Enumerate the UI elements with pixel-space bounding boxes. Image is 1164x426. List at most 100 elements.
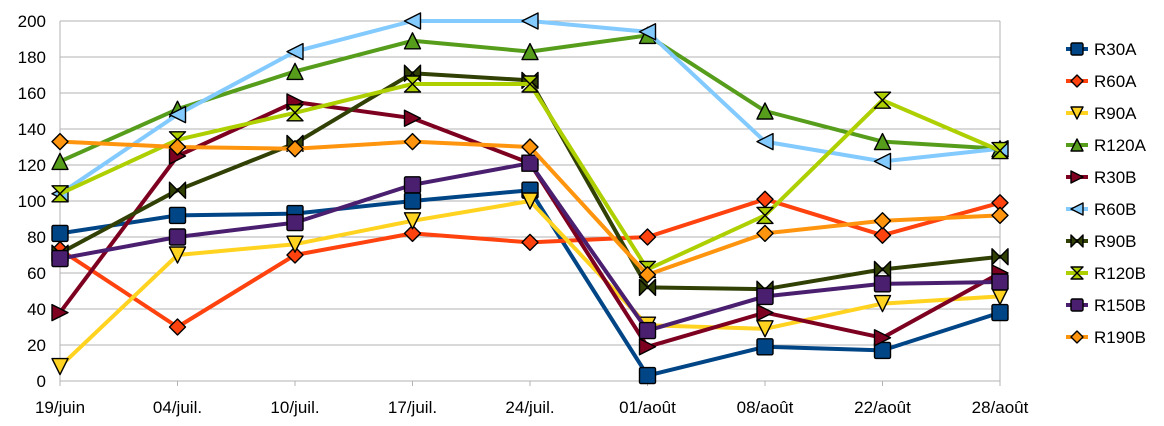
data-point: [168, 246, 187, 264]
data-point: [638, 266, 657, 284]
legend-label: R120B: [1094, 264, 1146, 283]
data-point: [286, 140, 304, 158]
data-point: [638, 228, 657, 246]
data-point: [756, 102, 774, 120]
data-point: [286, 42, 304, 61]
data-point: [403, 212, 422, 230]
data-point: [756, 190, 774, 208]
y-tick-label: 100: [18, 192, 46, 211]
data-point: [403, 109, 422, 127]
data-point: [756, 338, 774, 356]
data-point: [991, 273, 1009, 291]
data-point: [991, 303, 1009, 322]
data-point: [286, 246, 304, 264]
legend-label: R30B: [1094, 168, 1137, 187]
data-point: [521, 12, 539, 30]
x-tick-label: 04/juil.: [153, 398, 202, 417]
x-tick-label: 10/juil.: [270, 398, 319, 417]
legend-label: R30A: [1094, 40, 1137, 59]
data-point: [873, 226, 892, 244]
data-point: [638, 23, 657, 41]
data-point: [756, 224, 774, 243]
data-point: [873, 275, 892, 293]
x-tick-label: 19/juin: [35, 398, 85, 417]
data-point: [638, 366, 657, 385]
data-point: [403, 12, 422, 30]
data-point: [286, 213, 304, 232]
data-point: [51, 185, 69, 203]
legend-item-r150b: R150B: [1066, 296, 1146, 315]
series-r30a: [51, 181, 1009, 385]
data-point: [873, 212, 892, 230]
data-point: [638, 321, 657, 340]
legend-marker: [1070, 330, 1084, 344]
data-point: [403, 224, 422, 243]
legend-marker: [1070, 42, 1084, 56]
y-tick-label: 20: [27, 336, 46, 355]
data-point: [403, 192, 422, 210]
legend-marker: [1070, 106, 1084, 120]
data-point: [521, 192, 539, 210]
legend-marker: [1070, 202, 1084, 216]
data-point: [168, 181, 187, 199]
data-point: [756, 287, 774, 306]
legend-item-r90b: R90B: [1066, 232, 1137, 251]
data-point: [286, 104, 304, 122]
data-point: [51, 303, 69, 322]
legend-label: R190B: [1094, 328, 1146, 347]
x-tick-label: 28/août: [972, 398, 1029, 417]
data-point: [286, 235, 304, 253]
y-tick-label: 180: [18, 48, 46, 67]
data-point: [638, 278, 657, 297]
data-point: [521, 42, 539, 61]
series-r60a: [51, 190, 1009, 336]
x-tick-label: 22/août: [854, 398, 911, 417]
data-point: [521, 75, 539, 93]
data-point: [51, 224, 69, 243]
data-point: [403, 75, 422, 93]
data-point: [873, 152, 892, 171]
y-tick-label: 0: [37, 372, 46, 391]
data-point: [168, 138, 187, 156]
legend-marker: [1070, 298, 1084, 312]
data-point: [756, 206, 774, 225]
data-point: [756, 320, 774, 338]
series-r60b: [51, 12, 1009, 203]
legend-item-r190b: R190B: [1066, 328, 1146, 347]
y-axis-ticks: 0 20 40 60 80 100 120 140 160 180 200: [18, 12, 46, 391]
data-point: [521, 138, 539, 156]
series-r90b: [51, 64, 1009, 298]
data-point: [756, 303, 774, 322]
legend-marker: [1070, 138, 1084, 152]
y-tick-label: 120: [18, 156, 46, 175]
legend-label: R90A: [1094, 104, 1137, 123]
legend-item-r120b: R120B: [1066, 264, 1146, 283]
legend-marker: [1070, 266, 1084, 280]
x-tick-label: 17/juil.: [388, 398, 437, 417]
data-point: [51, 249, 69, 268]
data-point: [873, 329, 892, 347]
legend-label: R60A: [1094, 72, 1137, 91]
series-line: [58, 188, 1002, 378]
x-tick-label: 01/août: [619, 398, 676, 417]
data-point: [521, 154, 539, 172]
legend-item-r90a: R90A: [1066, 104, 1137, 123]
data-point: [991, 206, 1009, 225]
series-line: [58, 199, 1002, 369]
data-point: [403, 32, 422, 50]
data-point: [873, 294, 892, 313]
legend-item-r120a: R120A: [1066, 136, 1147, 155]
data-point: [756, 132, 774, 151]
series-line: [58, 71, 1002, 292]
data-point: [873, 260, 892, 279]
legend-label: R120A: [1094, 136, 1147, 155]
series-group: [51, 12, 1009, 385]
data-point: [168, 228, 187, 246]
legend-item-r30b: R30B: [1066, 168, 1137, 187]
y-tick-label: 160: [18, 84, 46, 103]
y-tick-label: 80: [27, 228, 46, 247]
legend-marker: [1070, 170, 1084, 184]
data-point: [521, 233, 539, 252]
x-axis-ticks: 19/juin 04/juil. 10/juil. 17/juil. 24/juil. 0…: [35, 381, 1029, 417]
